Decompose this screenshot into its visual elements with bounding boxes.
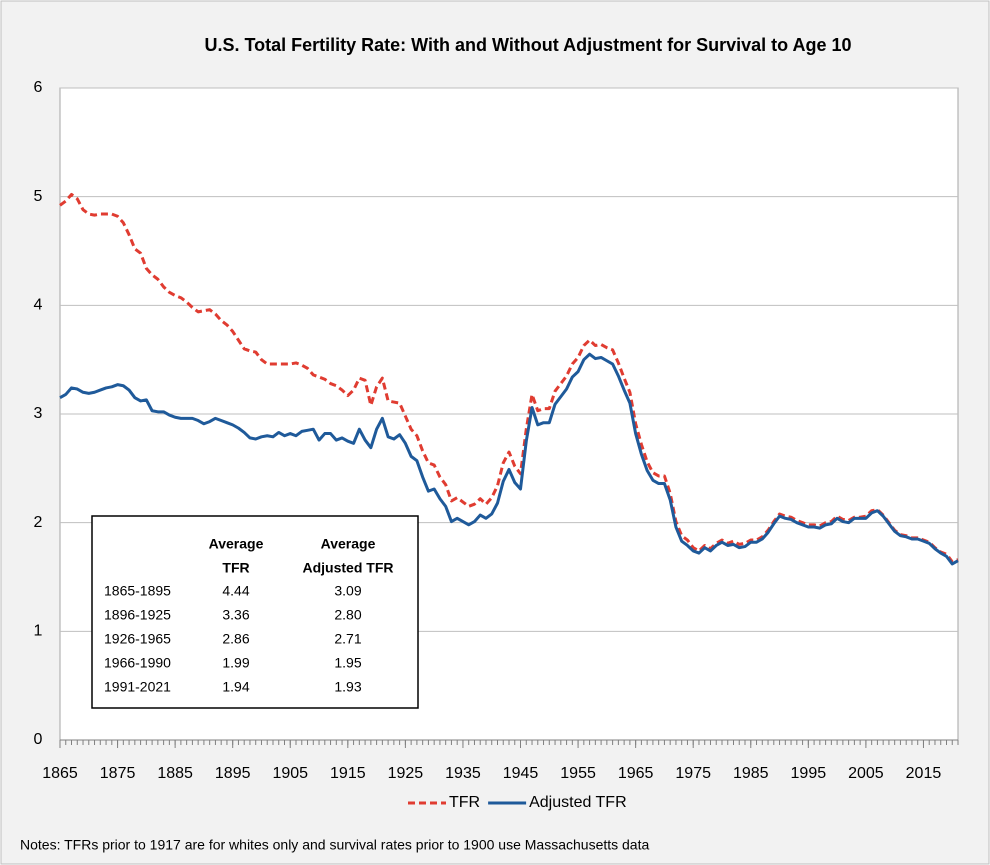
y-tick-label: 2 bbox=[34, 514, 43, 531]
x-tick-label: 1895 bbox=[215, 765, 251, 782]
table-cell: 1991-2021 bbox=[104, 679, 171, 695]
table-cell: 3.09 bbox=[334, 583, 361, 599]
x-tick-label: 1905 bbox=[272, 765, 308, 782]
table-header: TFR bbox=[222, 560, 249, 576]
y-tick-label: 0 bbox=[34, 731, 43, 748]
table-header: Average bbox=[321, 536, 376, 552]
x-tick-label: 1915 bbox=[330, 765, 366, 782]
x-tick-label: 1925 bbox=[388, 765, 424, 782]
table-cell: 1.94 bbox=[222, 679, 249, 695]
x-tick-label: 1865 bbox=[42, 765, 78, 782]
legend-label: Adjusted TFR bbox=[529, 794, 627, 811]
x-tick-label: 1945 bbox=[503, 765, 539, 782]
table-cell: 2.80 bbox=[334, 607, 361, 623]
y-tick-label: 3 bbox=[34, 405, 43, 422]
y-tick-label: 5 bbox=[34, 188, 43, 205]
x-tick-label: 1965 bbox=[618, 765, 654, 782]
y-tick-label: 6 bbox=[34, 79, 43, 96]
series-line bbox=[59, 192, 959, 564]
table-cell: 1926-1965 bbox=[104, 631, 171, 647]
table-header: Average bbox=[209, 536, 264, 552]
inset-table-box bbox=[91, 515, 419, 709]
table-cell: 1.99 bbox=[222, 655, 249, 671]
x-tick-label: 2015 bbox=[906, 765, 942, 782]
table-cell: 1.95 bbox=[334, 655, 361, 671]
x-tick-label: 1995 bbox=[791, 765, 827, 782]
table-cell: 1865-1895 bbox=[104, 583, 171, 599]
y-tick-label: 4 bbox=[34, 297, 43, 314]
x-tick-label: 1875 bbox=[100, 765, 136, 782]
notes: Notes: TFRs prior to 1917 are for whites… bbox=[20, 837, 649, 853]
table-header: Adjusted TFR bbox=[303, 560, 394, 576]
x-tick-label: 1885 bbox=[157, 765, 193, 782]
table-cell: 3.36 bbox=[222, 607, 249, 623]
y-tick-label: 1 bbox=[34, 623, 43, 640]
table-cell: 2.71 bbox=[334, 631, 361, 647]
legend-label: TFR bbox=[449, 794, 480, 811]
x-tick-label: 1955 bbox=[560, 765, 596, 782]
table-cell: 1896-1925 bbox=[104, 607, 171, 623]
table-cell: 4.44 bbox=[222, 583, 249, 599]
series-line bbox=[59, 352, 959, 566]
table-cell: 1.93 bbox=[334, 679, 361, 695]
x-tick-label: 2005 bbox=[848, 765, 884, 782]
x-tick-label: 1935 bbox=[445, 765, 481, 782]
chart-title: U.S. Total Fertility Rate: With and With… bbox=[204, 35, 851, 55]
x-tick-label: 1985 bbox=[733, 765, 769, 782]
table-cell: 1966-1990 bbox=[104, 655, 171, 671]
table-cell: 2.86 bbox=[222, 631, 249, 647]
x-tick-label: 1975 bbox=[675, 765, 711, 782]
